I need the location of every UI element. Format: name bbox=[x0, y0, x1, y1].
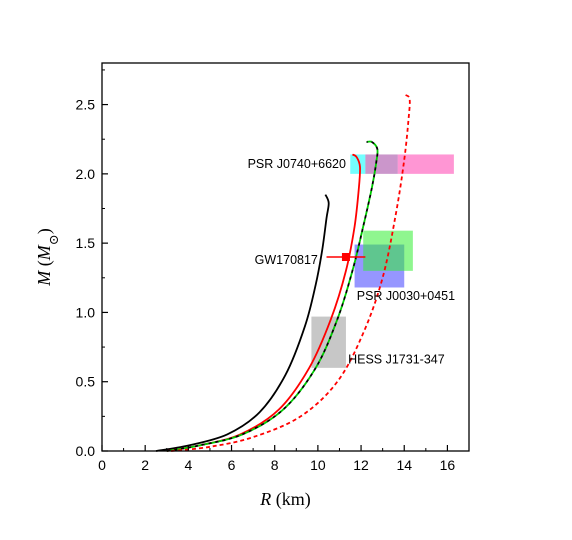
x-axis-ticks: 0 2 4 6 8 10 12 14 16 bbox=[98, 445, 455, 473]
y-axis-ticks: 0.0 0.5 1.0 1.5 2.0 2.5 bbox=[76, 69, 108, 459]
annotation-label: HESS J1731-347 bbox=[348, 353, 445, 367]
region-4 bbox=[363, 230, 413, 271]
y-tick-label: 2.0 bbox=[76, 166, 96, 182]
annotation-label: GW170817 bbox=[255, 253, 318, 267]
x-tick-label: 14 bbox=[396, 457, 412, 473]
x-tick-label: 2 bbox=[141, 457, 149, 473]
x-tick-label: 10 bbox=[310, 457, 326, 473]
region-0 bbox=[350, 154, 366, 174]
annotation-label: PSR J0030+0451 bbox=[357, 289, 455, 303]
curve-0 bbox=[155, 194, 330, 452]
x-tick-label: 6 bbox=[228, 457, 236, 473]
y-axis-label: M (M⊙) bbox=[34, 228, 61, 286]
x-tick-label: 4 bbox=[184, 457, 192, 473]
annotation-label: PSR J0740+6620 bbox=[248, 157, 346, 171]
x-tick-label: 12 bbox=[353, 457, 369, 473]
y-tick-label: 0.0 bbox=[76, 443, 96, 459]
x-tick-label: 16 bbox=[440, 457, 456, 473]
x-tick-label: 8 bbox=[271, 457, 279, 473]
curve-4 bbox=[171, 94, 411, 452]
y-tick-label: 1.0 bbox=[76, 304, 96, 320]
plot-frame bbox=[101, 62, 470, 452]
annotations: PSR J0740+6620 GW170817 PSR J0030+0451 HESS… bbox=[248, 157, 456, 366]
error-points bbox=[326, 253, 366, 261]
curve-3 bbox=[166, 140, 379, 452]
mr-curves bbox=[155, 94, 411, 452]
x-tick-label: 0 bbox=[98, 457, 106, 473]
x-axis-label: R (km) bbox=[259, 489, 311, 510]
y-tick-label: 0.5 bbox=[76, 374, 96, 390]
constraint-regions bbox=[311, 154, 454, 368]
region-2 bbox=[397, 154, 454, 174]
region-1 bbox=[365, 154, 398, 174]
errpoint-0 bbox=[341, 253, 350, 261]
curve-1 bbox=[166, 153, 361, 452]
y-tick-label: 2.5 bbox=[76, 97, 96, 113]
y-tick-label: 1.5 bbox=[76, 235, 96, 251]
